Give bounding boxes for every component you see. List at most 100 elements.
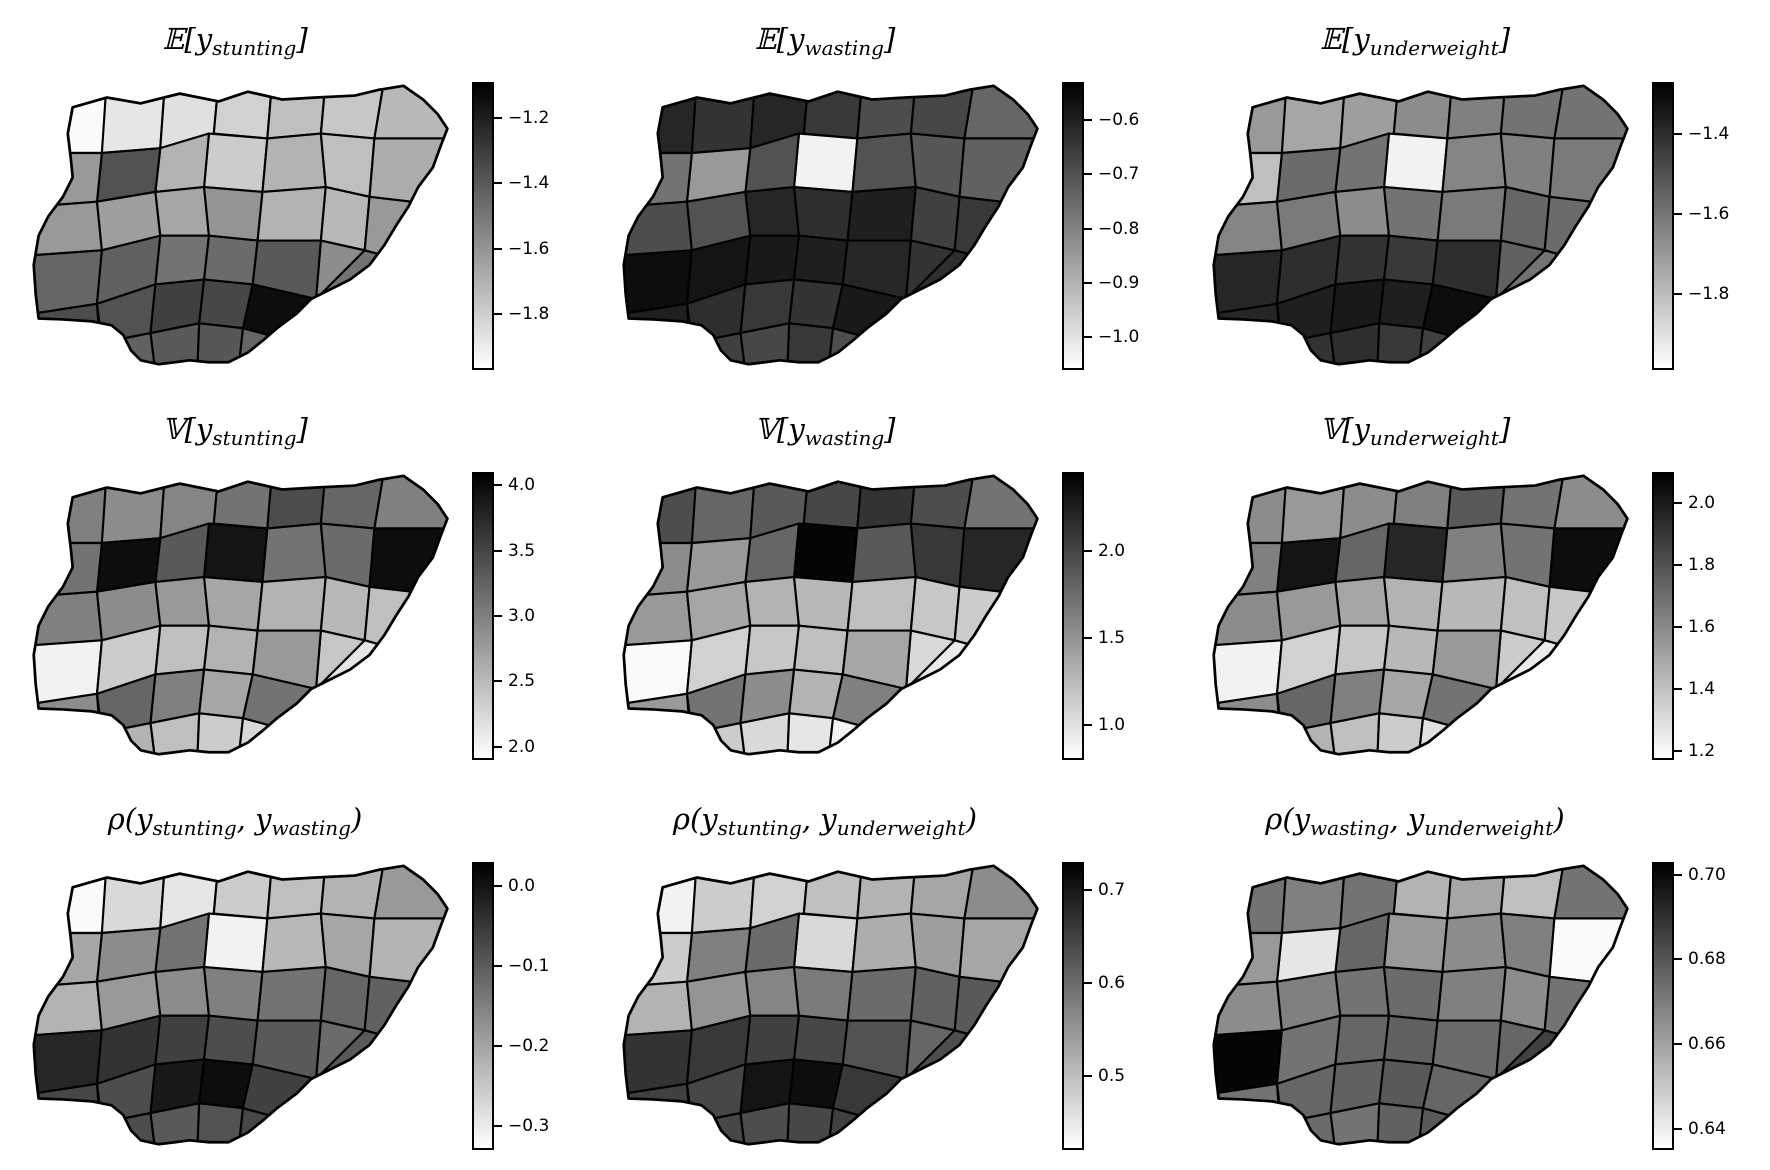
state-region (1382, 912, 1449, 974)
tick-mark (494, 615, 502, 617)
state-region (1417, 717, 1478, 755)
state-region (202, 234, 259, 286)
tick-label: −0.6 (1098, 110, 1140, 131)
title-text: 𝔼[y (162, 22, 213, 56)
tick-mark (1674, 625, 1682, 628)
tick-mark (494, 680, 502, 683)
tick-label: −1.8 (508, 304, 550, 325)
tick-mark (1084, 1074, 1092, 1077)
colorbar-ticks: 1.2 1.4 1.6 1.8 2.0 (1674, 472, 1764, 761)
state-region (33, 302, 103, 365)
colorbar (1062, 472, 1084, 760)
panel-title: 𝔼[ywasting] (590, 22, 1060, 60)
tick-label: 0.6 (1098, 972, 1126, 993)
state-region (1382, 522, 1449, 584)
state-region (1213, 302, 1283, 365)
tick-label: 1.8 (1688, 554, 1716, 575)
state-region (802, 475, 864, 530)
state-region (1334, 185, 1391, 237)
country-outline (622, 84, 1039, 366)
state-region (100, 475, 167, 545)
state-region (909, 575, 961, 642)
tick-mark (1674, 749, 1682, 752)
state-region (319, 965, 371, 1032)
nigeria-choropleth-map (32, 474, 449, 756)
state-region (1376, 322, 1425, 365)
state-region (154, 965, 211, 1017)
nigeria-choropleth-map (622, 864, 1039, 1146)
colorbar (472, 862, 494, 1150)
state-region (786, 322, 835, 365)
title-text: ] (296, 412, 308, 446)
state-region (1334, 965, 1391, 1017)
state-region (1417, 1107, 1478, 1145)
state-region (256, 575, 327, 632)
title-text: ] (1498, 412, 1511, 446)
state-region (846, 575, 917, 632)
state-region (623, 692, 693, 755)
state-region (1213, 541, 1283, 598)
state-region (1499, 85, 1566, 140)
state-region (846, 185, 917, 242)
tick-label: −1.2 (508, 108, 550, 128)
state-region (792, 575, 854, 632)
nigeria-choropleth-map (1212, 864, 1629, 1146)
state-region (690, 85, 757, 155)
nigeria-choropleth-map (622, 474, 1039, 756)
nigeria-choropleth-map (32, 84, 449, 366)
tick-mark (494, 965, 502, 967)
state-region (792, 1014, 849, 1066)
country-outline (32, 864, 449, 1146)
state-region (1436, 965, 1507, 1022)
tick-mark (494, 117, 502, 119)
state-region (744, 234, 801, 286)
tick-mark (494, 313, 502, 316)
colorbar-ticks: 0.0 −0.1 −0.2 −0.3 (494, 862, 584, 1150)
state-region (1213, 590, 1283, 647)
state-region (690, 331, 747, 365)
title-subscript: stunting (152, 816, 237, 840)
state-region (786, 1102, 835, 1145)
country-outline (32, 84, 449, 366)
tick-label: 3.0 (508, 606, 536, 626)
title-text: , y (1389, 802, 1425, 836)
state-region (212, 85, 274, 140)
state-region (202, 575, 264, 632)
title-text: ) (350, 802, 363, 836)
country-outline (1212, 84, 1629, 366)
tick-mark (1674, 293, 1682, 295)
state-region (1417, 327, 1478, 365)
state-region (100, 721, 157, 755)
tick-label: 0.5 (1098, 1065, 1126, 1086)
state-region (1392, 85, 1454, 140)
state-region (1436, 575, 1507, 632)
tick-label: 0.66 (1688, 1034, 1726, 1055)
title-text: ρ(y (672, 802, 718, 836)
state-region (196, 322, 245, 365)
tick-label: 1.0 (1098, 715, 1126, 736)
state-region (202, 965, 264, 1022)
tick-mark (494, 745, 502, 748)
title-subscript: underweight (1369, 36, 1499, 60)
tick-label: 2.5 (508, 671, 536, 692)
state-region (1213, 931, 1283, 988)
map-panel: ρ(ystunting, ywasting) 0.0 −0.1 −0.2 −0.3 (0, 780, 590, 1170)
state-region (1213, 980, 1283, 1037)
tick-mark (494, 1045, 502, 1047)
colorbar (1652, 82, 1674, 370)
state-region (1213, 692, 1283, 755)
colorbar-ticks: 1.0 1.5 2.0 (1084, 472, 1174, 760)
state-region (1213, 151, 1283, 208)
state-region (827, 717, 888, 755)
colorbar-ticks: −1.4 −1.6 −1.8 (1674, 82, 1764, 370)
state-region (202, 624, 259, 676)
state-region (319, 575, 371, 642)
state-region (1382, 624, 1439, 676)
colorbar (1062, 82, 1084, 370)
state-region (33, 541, 103, 598)
tick-mark (1084, 173, 1092, 176)
title-text: 𝕍[y (162, 412, 213, 446)
tick-label: −1.8 (1688, 284, 1730, 304)
tick-label: 0.7 (1098, 879, 1126, 900)
state-region (1376, 712, 1425, 755)
